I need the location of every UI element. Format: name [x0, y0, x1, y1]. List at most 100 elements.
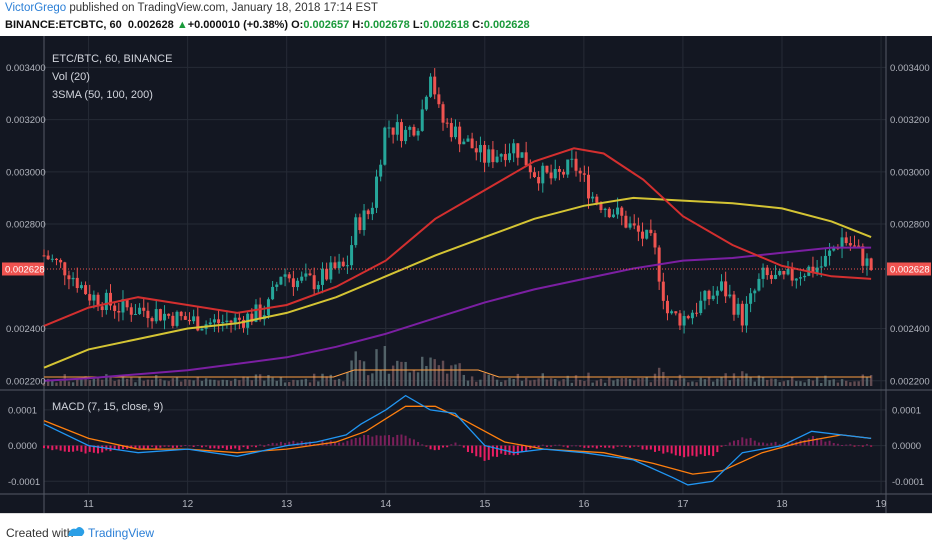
- volume-bar: [76, 378, 79, 386]
- volume-bar: [254, 374, 258, 386]
- author-link[interactable]: VictorGrego: [5, 2, 67, 14]
- volume-bar: [512, 379, 515, 386]
- macd-histogram-bar: [824, 441, 827, 446]
- volume-bar: [55, 382, 58, 386]
- volume-bar: [130, 377, 133, 386]
- macd-axis: 0.0001 0.0001 0.0000 0.0000 -0.0001 -0.0001: [8, 405, 924, 487]
- volume-bar: [51, 380, 54, 386]
- candle-body: [599, 202, 603, 211]
- macd-histogram-bar: [205, 445, 208, 447]
- candle-body: [387, 127, 391, 129]
- macd-histogram-bar: [134, 445, 137, 449]
- volume-bar: [766, 379, 769, 386]
- volume-bar: [155, 375, 158, 386]
- volume-bar: [495, 379, 499, 386]
- candle-body: [587, 174, 590, 199]
- macd-histogram-bar: [691, 445, 694, 456]
- volume-bar: [292, 379, 295, 386]
- macd-histogram-bar: [491, 445, 494, 457]
- macd-histogram-bar: [163, 445, 166, 447]
- candle-body: [312, 275, 316, 290]
- volume-bar: [217, 380, 220, 386]
- volume-bar: [695, 382, 698, 386]
- price-tick-label-left: 0.002200: [6, 376, 46, 387]
- volume-bar: [142, 380, 145, 386]
- volume-bar: [421, 356, 424, 386]
- macd-histogram-bar: [67, 445, 70, 452]
- open-value: 0.002657: [303, 19, 350, 31]
- volume-bar: [649, 382, 653, 386]
- candle-body: [649, 229, 653, 234]
- macd-tick-label-right: 0.0001: [892, 405, 921, 416]
- volume-bar: [362, 361, 366, 386]
- candle-body: [408, 126, 412, 130]
- volume-bar: [209, 379, 212, 386]
- published-line: VictorGrego published on TradingView.com…: [5, 2, 378, 18]
- macd-histogram-bar: [629, 445, 632, 448]
- volume-bar: [342, 381, 345, 386]
- macd-histogram-bar: [570, 445, 573, 447]
- volume-bar: [724, 373, 727, 386]
- volume-bar: [628, 378, 632, 386]
- macd-histogram-bar: [828, 440, 831, 446]
- volume-bar: [479, 379, 482, 386]
- volume-bar: [840, 379, 844, 386]
- volume-bar: [570, 382, 574, 386]
- macd-tick-label-left: 0.0001: [8, 405, 37, 416]
- candle-body: [429, 76, 433, 97]
- volume-bar: [753, 381, 756, 386]
- volume-bar: [225, 380, 229, 386]
- candle-body: [254, 304, 258, 322]
- tradingview-brand[interactable]: TradingView: [88, 526, 155, 540]
- macd-histogram-bar: [620, 445, 623, 447]
- candle-body: [582, 173, 586, 175]
- macd-histogram-bar: [654, 445, 657, 452]
- price-tick-label-left: 0.002400: [6, 324, 46, 335]
- volume-bar: [529, 380, 532, 386]
- macd-histogram-bar: [820, 439, 823, 446]
- volume-bar: [175, 377, 179, 386]
- volume-bar: [109, 376, 112, 386]
- macd-histogram-bar: [84, 445, 87, 454]
- price-tag-right: 0.002628: [887, 262, 931, 276]
- candle-body: [695, 312, 699, 314]
- time-tick-label: 18: [776, 499, 788, 510]
- time-tick-label: 11: [83, 499, 94, 510]
- candle-body: [566, 159, 570, 175]
- price-chart[interactable]: 0.003400 0.003400 0.003200 0.003200 0.003000…: [0, 36, 932, 513]
- ohlc-line: BINANCE:ETCBTC, 60 0.002628 ▲+0.000010 (…: [5, 19, 530, 35]
- volume-bar: [820, 383, 823, 386]
- time-tick-label: 15: [479, 499, 491, 510]
- candle-body: [129, 307, 133, 315]
- macd-histogram-bar: [678, 445, 681, 456]
- macd-histogram-bar: [566, 445, 569, 448]
- macd-histogram-bar: [51, 445, 54, 451]
- volume-bar: [279, 377, 283, 386]
- volume-bar: [549, 378, 553, 386]
- volume-bar: [612, 380, 615, 386]
- volume-bar: [429, 357, 432, 386]
- macd-histogram-bar: [766, 443, 769, 446]
- macd-histogram-bar: [396, 434, 399, 446]
- candle-body: [42, 255, 46, 257]
- candle-body: [379, 164, 383, 177]
- volume-bar: [824, 375, 827, 386]
- candle-body: [445, 122, 449, 124]
- candle-body: [462, 141, 466, 145]
- candle-body: [740, 303, 744, 326]
- volume-bar: [59, 380, 62, 386]
- macd-histogram-bar: [533, 445, 536, 448]
- candle-body: [345, 265, 349, 267]
- macd-histogram-bar: [446, 445, 449, 448]
- candle-body: [665, 300, 669, 314]
- volume-bar: [587, 372, 590, 386]
- candle-body: [495, 156, 499, 163]
- volume-bar: [682, 378, 686, 386]
- macd-histogram-bar: [591, 445, 594, 448]
- candle-body: [611, 214, 615, 218]
- volume-bar: [832, 379, 835, 386]
- candle-body: [142, 307, 146, 311]
- macd-histogram-bar: [658, 445, 661, 451]
- candle-body: [503, 154, 507, 161]
- volume-bar: [799, 381, 802, 386]
